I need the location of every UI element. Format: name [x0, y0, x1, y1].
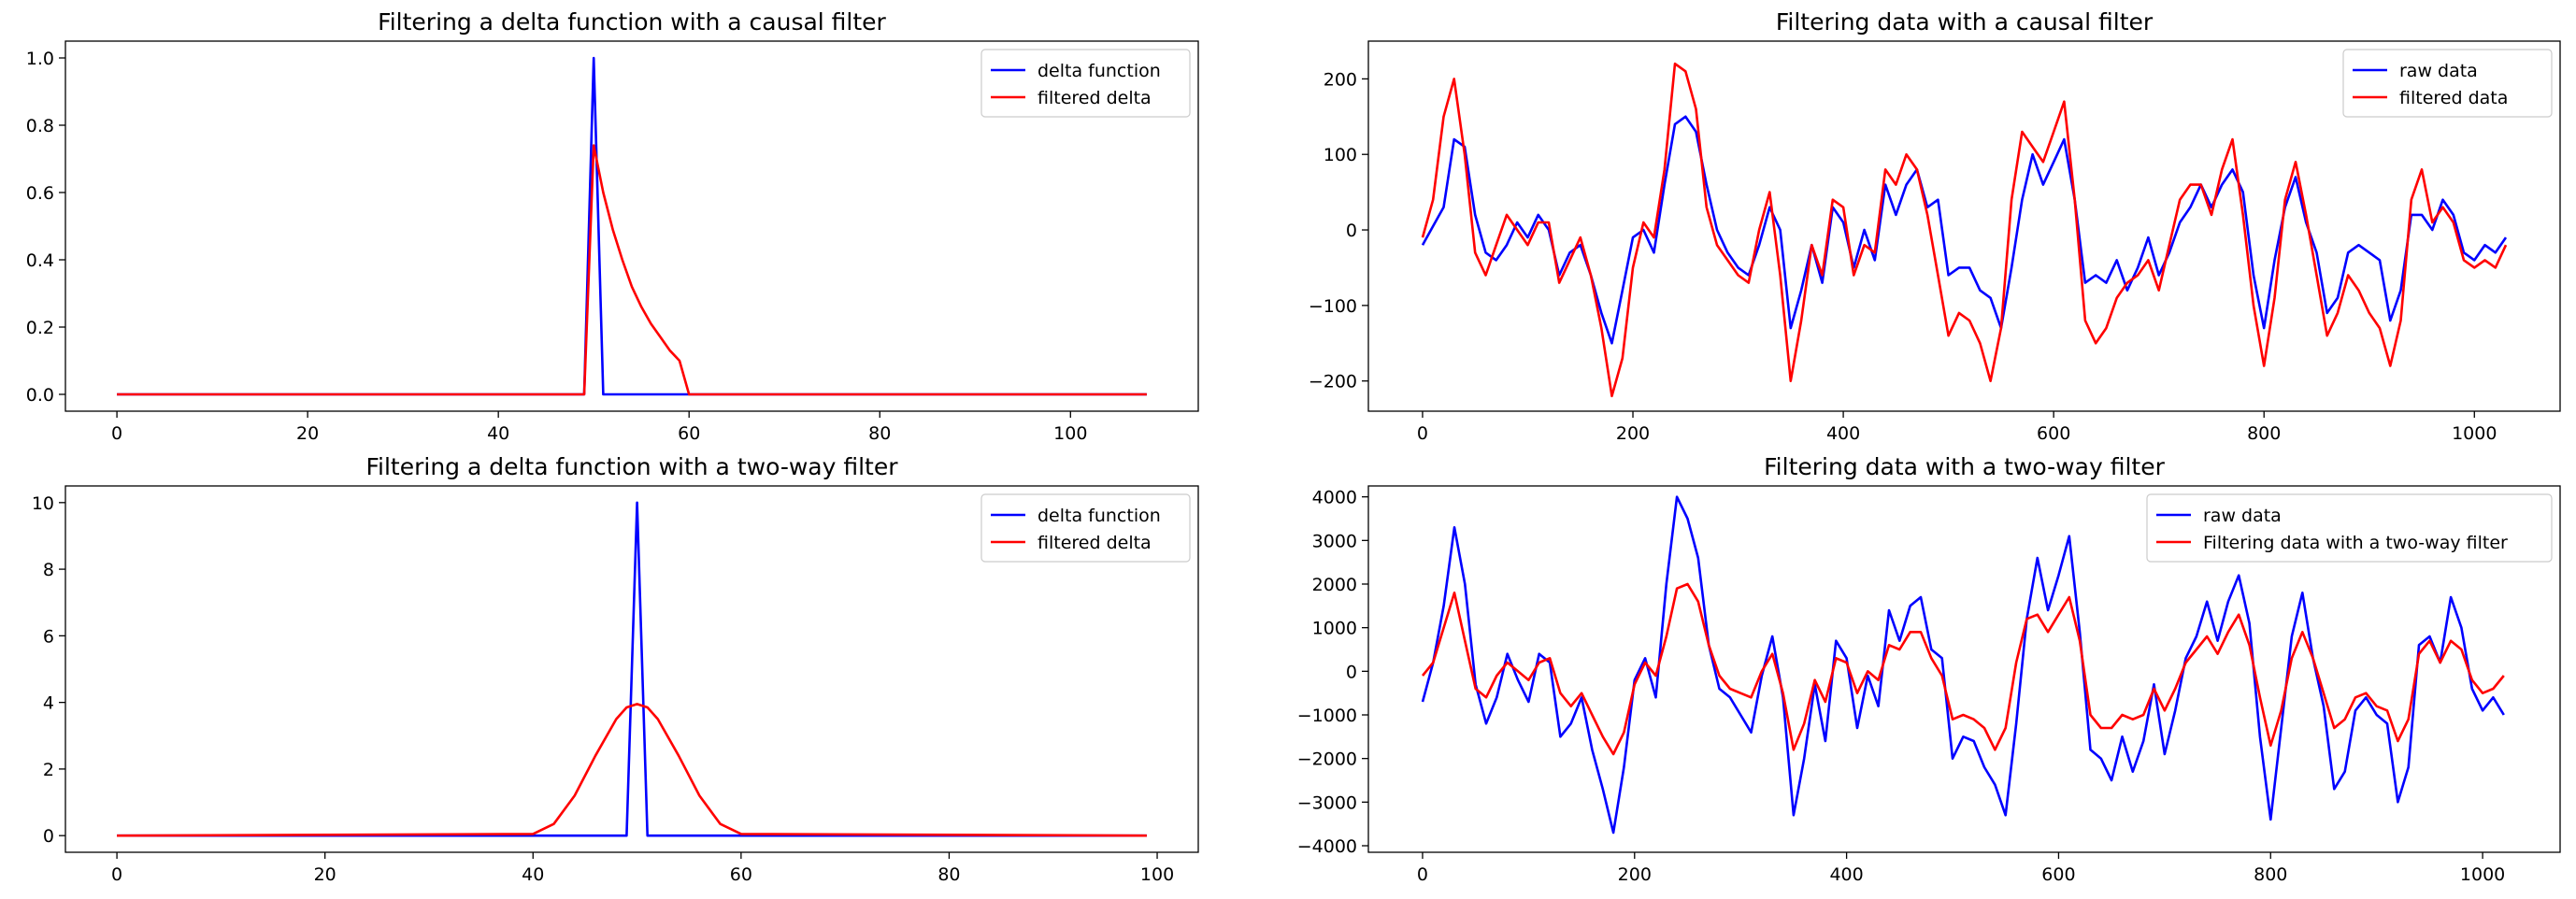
- x-tick-label: 1000: [2452, 423, 2497, 444]
- y-tick-label: 0: [1346, 662, 1357, 682]
- x-tick-label: 0: [111, 423, 122, 444]
- x-tick-label: 200: [1616, 423, 1650, 444]
- y-tick-label: −3000: [1297, 792, 1357, 813]
- y-tick-label: 0.2: [26, 318, 54, 338]
- y-tick-label: 2: [43, 760, 54, 780]
- y-tick-label: 0: [1346, 221, 1357, 241]
- x-tick-label: 400: [1829, 864, 1863, 885]
- y-tick-label: 8: [43, 560, 54, 580]
- y-tick-label: −200: [1309, 372, 1357, 392]
- series-line-1: [117, 144, 1147, 396]
- y-tick-label: 3000: [1312, 531, 1357, 551]
- x-tick-label: 800: [2254, 864, 2287, 885]
- legend-entry-label: filtered delta: [1038, 88, 1152, 108]
- y-tick-label: −4000: [1297, 836, 1357, 857]
- legend-entry-label: raw data: [2203, 506, 2282, 526]
- y-tick-label: 6: [43, 626, 54, 647]
- series-line-0: [1421, 115, 2508, 345]
- series-line-0: [117, 501, 1147, 837]
- axes-frame: [1367, 40, 2561, 412]
- chart-title: Filtering a delta function with a two-wa…: [365, 453, 898, 480]
- subplot-0: 0 20 40 60 80 100 0.0 0.2 0.4 0.6 0.8 1.0 Filtering …: [26, 8, 1199, 444]
- subplot-2: 0 20 40 60 80 100 0 2 4 6 8 10 Filtering a delta fun…: [32, 453, 1199, 885]
- axes-frame: [64, 485, 1199, 853]
- chart-title: Filtering data with a causal filter: [1776, 8, 2154, 36]
- y-tick-label: 0.0: [26, 385, 54, 406]
- legend-entry-label: raw data: [2399, 61, 2478, 81]
- chart-title: Filtering a delta function with a causal…: [378, 8, 886, 36]
- legend-box: [980, 49, 1191, 118]
- legend-entry-label: Filtering data with a two-way filter: [2203, 533, 2508, 553]
- y-tick-label: 100: [1324, 145, 1357, 165]
- y-tick-label: 0.6: [26, 183, 54, 204]
- legend: delta function filtered delta: [980, 493, 1191, 563]
- x-tick-label: 60: [678, 423, 700, 444]
- axes-frame: [64, 40, 1199, 412]
- subplot-3: 0 200 400 600 800 1000 −4000 −3000 −2000 −1000 0 10…: [1297, 453, 2561, 885]
- subplot-1: 0 200 400 600 800 1000 −200 −100 0 100 200 Filterin…: [1309, 8, 2561, 444]
- y-tick-label: −100: [1309, 296, 1357, 317]
- series-line-1: [117, 703, 1147, 837]
- x-tick-label: 40: [487, 423, 509, 444]
- x-tick-label: 0: [1417, 864, 1428, 885]
- x-tick-label: 600: [2041, 864, 2075, 885]
- legend-box: [2146, 493, 2553, 563]
- x-tick-label: 0: [111, 864, 122, 885]
- x-tick-label: 100: [1053, 423, 1087, 444]
- y-tick-label: 4: [43, 693, 54, 714]
- x-tick-label: 600: [2037, 423, 2070, 444]
- x-tick-label: 100: [1140, 864, 1174, 885]
- legend-box: [2342, 49, 2553, 118]
- axes-frame: [1367, 485, 2561, 853]
- legend-entry-label: filtered delta: [1038, 533, 1152, 553]
- legend-entry-label: delta function: [1038, 61, 1161, 81]
- legend: raw data filtered data: [2342, 49, 2553, 118]
- y-tick-label: 0.4: [26, 250, 54, 271]
- y-tick-label: 2000: [1312, 575, 1357, 595]
- x-tick-label: 400: [1826, 423, 1860, 444]
- y-tick-label: 0.8: [26, 116, 54, 136]
- y-tick-label: 4000: [1312, 488, 1357, 508]
- y-tick-label: 0: [43, 826, 54, 847]
- y-tick-label: 200: [1324, 69, 1357, 90]
- legend: raw data Filtering data with a two-way fi…: [2146, 493, 2553, 563]
- x-tick-label: 80: [937, 864, 960, 885]
- series-line-0: [1421, 495, 2505, 835]
- legend-box: [980, 493, 1191, 563]
- x-tick-label: 1000: [2460, 864, 2505, 885]
- y-tick-label: −2000: [1297, 749, 1357, 770]
- x-tick-label: 20: [296, 423, 319, 444]
- legend-entry-label: delta function: [1038, 506, 1161, 526]
- y-tick-label: 1.0: [26, 49, 54, 69]
- y-tick-label: −1000: [1297, 706, 1357, 726]
- series-line-1: [1421, 62, 2508, 398]
- x-tick-label: 40: [522, 864, 544, 885]
- chart-title: Filtering data with a two-way filter: [1764, 453, 2165, 480]
- x-tick-label: 20: [314, 864, 336, 885]
- legend: delta function filtered delta: [980, 49, 1191, 118]
- y-tick-label: 10: [32, 493, 54, 514]
- x-tick-label: 800: [2247, 423, 2281, 444]
- legend-entry-label: filtered data: [2399, 88, 2508, 108]
- x-tick-label: 200: [1618, 864, 1652, 885]
- series-line-1: [1421, 582, 2505, 756]
- x-tick-label: 0: [1417, 423, 1428, 444]
- y-tick-label: 1000: [1312, 619, 1357, 639]
- x-tick-label: 80: [868, 423, 891, 444]
- x-tick-label: 60: [730, 864, 752, 885]
